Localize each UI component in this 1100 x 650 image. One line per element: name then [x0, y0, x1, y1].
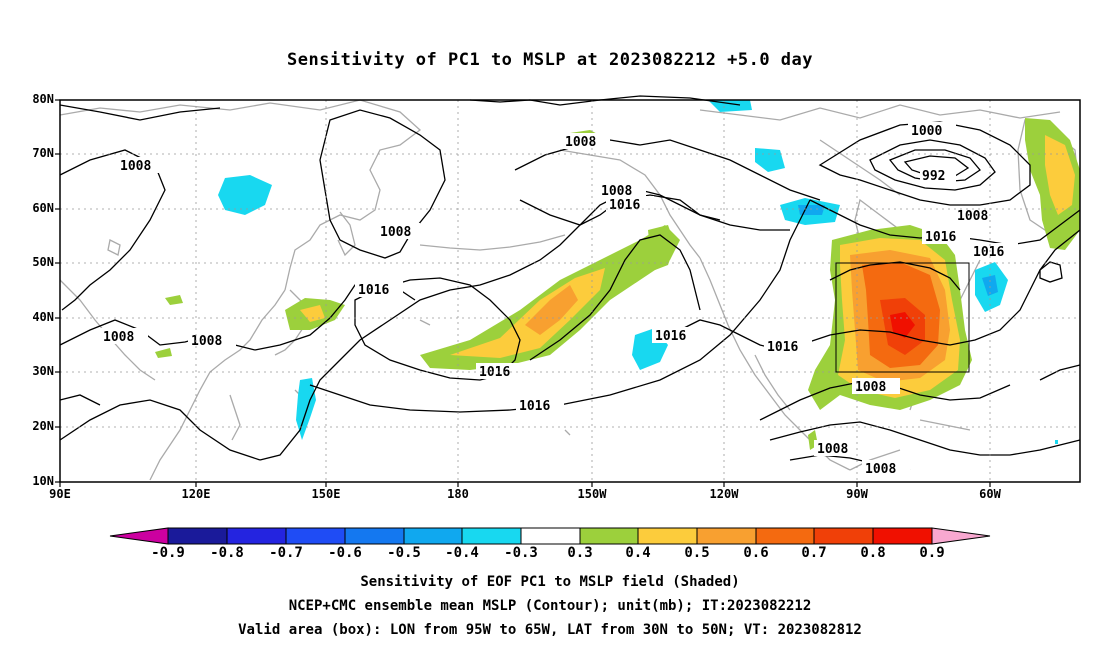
lat-label: 60N: [32, 201, 54, 215]
colorbar-segment: [461, 527, 522, 545]
lat-label: 30N: [32, 364, 54, 378]
contour-label: 1008: [120, 159, 151, 174]
contour-label: 1008: [380, 225, 411, 240]
colorbar-segment: [755, 527, 815, 545]
colorbar-tick-label: -0.3: [504, 545, 538, 561]
colorbar-segment: [344, 527, 405, 545]
contour-label: 1000: [911, 124, 942, 139]
colorbar-tick-label: 0.3: [567, 545, 593, 561]
colorbar-segment: [167, 527, 228, 545]
lon-label: 120E: [181, 487, 211, 501]
contour-label: 1008: [191, 334, 222, 349]
contour-label: 1008: [565, 135, 596, 150]
lat-label: 10N: [32, 474, 54, 488]
lon-label: 90W: [846, 487, 868, 501]
lat-label: 50N: [32, 255, 54, 269]
contour-labels: 1008 1008 1008 1008 1008 1016 1008 1016 …: [100, 122, 1018, 477]
valid-area-box: [835, 262, 970, 373]
contour-label: 1008: [103, 330, 134, 345]
contour-label: 1016: [609, 198, 640, 213]
colorbar-segment: [403, 527, 463, 545]
contour-label: 1016: [655, 329, 686, 344]
contour-label: 1008: [957, 209, 988, 224]
colorbar-tick-label: 0.6: [743, 545, 769, 561]
contour-label: 1008: [865, 462, 896, 477]
colorbar-tick-label: 0.5: [684, 545, 710, 561]
caption-line: Valid area (box): LON from 95W to 65W, L…: [238, 622, 862, 638]
gridlines: [60, 100, 1080, 482]
colorbar-segment: [813, 527, 874, 545]
contour-label: 1016: [925, 230, 956, 245]
lon-label: 60W: [979, 487, 1001, 501]
colorbar-segment: [285, 527, 346, 545]
contour-label: 1008: [817, 442, 848, 457]
colorbar-tick-label: -0.7: [269, 545, 303, 561]
colorbar-high-arrow: [931, 527, 991, 545]
colorbar-segment: [696, 527, 757, 545]
map-border: [59, 99, 1081, 483]
colorbar-segment: [637, 527, 698, 545]
lon-label: 150E: [311, 487, 341, 501]
contour-label: 1016: [358, 283, 389, 298]
colorbar-segment: [226, 527, 287, 545]
sensitivity-shading: [155, 100, 1080, 450]
lat-label: 80N: [32, 92, 54, 106]
colorbar: [109, 527, 991, 545]
lon-label: 180: [447, 487, 469, 501]
colorbar-tick-label: 0.8: [860, 545, 886, 561]
contour-label: 1008: [601, 184, 632, 199]
colorbar-low-arrow: [109, 527, 169, 545]
isobar-contours: [59, 95, 1081, 471]
map-title: Sensitivity of PC1 to MSLP at 2023082212…: [286, 50, 813, 70]
caption-line: Sensitivity of EOF PC1 to MSLP field (Sh…: [360, 574, 740, 590]
caption-line: NCEP+CMC ensemble mean MSLP (Contour); u…: [288, 598, 812, 614]
contour-label: 1016: [767, 340, 798, 355]
contour-label: 1016: [479, 365, 510, 380]
colorbar-tick-label: -0.4: [445, 545, 479, 561]
colorbar-tick-label: 0.7: [801, 545, 827, 561]
lat-label: 20N: [32, 419, 54, 433]
colorbar-tick-label: -0.6: [328, 545, 362, 561]
lon-label: 90E: [49, 487, 71, 501]
colorbar-tick-label: -0.5: [387, 545, 421, 561]
colorbar-tick-label: -0.8: [210, 545, 244, 561]
colorbar-segment: [579, 527, 639, 545]
contour-label: 1016: [519, 399, 550, 414]
colorbar-segment: [872, 527, 933, 545]
lon-label: 150W: [577, 487, 607, 501]
lon-label: 120W: [709, 487, 739, 501]
colorbar-tick-label: 0.9: [919, 545, 945, 561]
contour-label: 1008: [855, 380, 886, 395]
contour-label: 1016: [973, 245, 1004, 260]
lat-label: 40N: [32, 310, 54, 324]
axis-ticks: [55, 99, 991, 487]
contour-label: 992: [922, 169, 945, 184]
map-plot-area: 1008 1008 1008 1008 1008 1016 1008 1016 …: [55, 95, 1081, 487]
colorbar-segment: [520, 527, 581, 545]
colorbar-tick-label: 0.4: [625, 545, 651, 561]
colorbar-tick-label: -0.9: [151, 545, 185, 561]
lat-label: 70N: [32, 146, 54, 160]
